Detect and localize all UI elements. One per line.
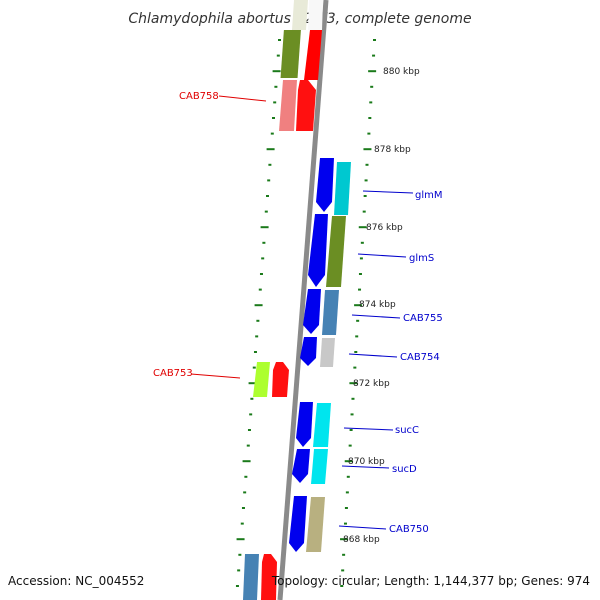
genome-stats-text: Topology: circular; Length: 1,144,377 bp… bbox=[271, 574, 590, 588]
kbp-label: 868 kbp bbox=[343, 535, 380, 545]
kbp-labels: 880 kbp 878 kbp 876 kbp 874 kbp 872 kbp … bbox=[343, 67, 420, 545]
kbp-label: 880 kbp bbox=[383, 67, 420, 77]
gene-cab758[interactable]: CAB758 bbox=[179, 80, 316, 131]
kbp-label: 870 kbp bbox=[348, 457, 385, 467]
accession-text: Accession: NC_004552 bbox=[8, 574, 144, 588]
gene-cab754[interactable]: CAB754 bbox=[300, 337, 440, 367]
gene-glmm[interactable]: glmM bbox=[316, 158, 443, 215]
gene-cab750[interactable]: CAB750 bbox=[289, 496, 429, 552]
gene-cab753[interactable]: CAB753 bbox=[153, 362, 289, 397]
tick-marks bbox=[235, 39, 377, 587]
gene-succ[interactable]: sucC bbox=[296, 402, 419, 447]
gene-continuation-bottom bbox=[243, 554, 277, 600]
kbp-label: 872 kbp bbox=[353, 379, 390, 389]
gene-continuation-top bbox=[280, 0, 323, 80]
gene-label-cab753: CAB753 bbox=[153, 368, 193, 379]
gene-label-cab758: CAB758 bbox=[179, 91, 219, 102]
gene-label-glmm: glmM bbox=[415, 190, 443, 201]
gene-cab755[interactable]: CAB755 bbox=[303, 289, 443, 335]
gene-glms[interactable]: glmS bbox=[308, 214, 434, 287]
gene-label-sucd: sucD bbox=[392, 464, 417, 475]
gene-label-succ: sucC bbox=[395, 425, 419, 436]
kbp-label: 874 kbp bbox=[359, 300, 396, 310]
gene-label-cab754: CAB754 bbox=[400, 352, 440, 363]
gene-label-cab755: CAB755 bbox=[403, 313, 443, 324]
kbp-label: 878 kbp bbox=[374, 145, 411, 155]
gene-sucd[interactable]: sucD bbox=[292, 449, 417, 484]
gene-label-glms: glmS bbox=[409, 253, 434, 264]
gene-label-cab750: CAB750 bbox=[389, 524, 429, 535]
genome-backbone bbox=[277, 0, 329, 600]
kbp-label: 876 kbp bbox=[366, 223, 403, 233]
